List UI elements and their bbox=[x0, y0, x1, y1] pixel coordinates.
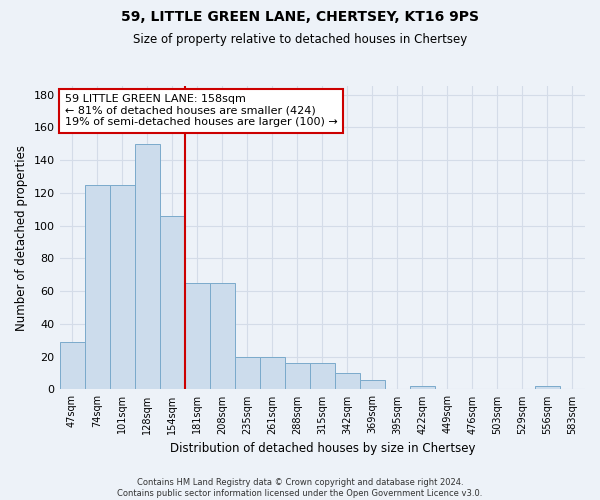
Bar bbox=[110, 184, 134, 390]
Bar bbox=[310, 363, 335, 390]
Bar bbox=[335, 373, 360, 390]
Bar bbox=[59, 342, 85, 390]
X-axis label: Distribution of detached houses by size in Chertsey: Distribution of detached houses by size … bbox=[170, 442, 475, 455]
Bar bbox=[134, 144, 160, 390]
Bar bbox=[209, 283, 235, 390]
Bar bbox=[360, 380, 385, 390]
Bar bbox=[235, 356, 260, 390]
Text: Contains HM Land Registry data © Crown copyright and database right 2024.
Contai: Contains HM Land Registry data © Crown c… bbox=[118, 478, 482, 498]
Bar bbox=[410, 386, 435, 390]
Bar bbox=[535, 386, 560, 390]
Bar bbox=[85, 184, 110, 390]
Bar bbox=[285, 363, 310, 390]
Bar bbox=[160, 216, 185, 390]
Text: Size of property relative to detached houses in Chertsey: Size of property relative to detached ho… bbox=[133, 32, 467, 46]
Text: 59 LITTLE GREEN LANE: 158sqm
← 81% of detached houses are smaller (424)
19% of s: 59 LITTLE GREEN LANE: 158sqm ← 81% of de… bbox=[65, 94, 338, 128]
Text: 59, LITTLE GREEN LANE, CHERTSEY, KT16 9PS: 59, LITTLE GREEN LANE, CHERTSEY, KT16 9P… bbox=[121, 10, 479, 24]
Bar bbox=[185, 283, 209, 390]
Y-axis label: Number of detached properties: Number of detached properties bbox=[15, 145, 28, 331]
Bar bbox=[260, 356, 285, 390]
